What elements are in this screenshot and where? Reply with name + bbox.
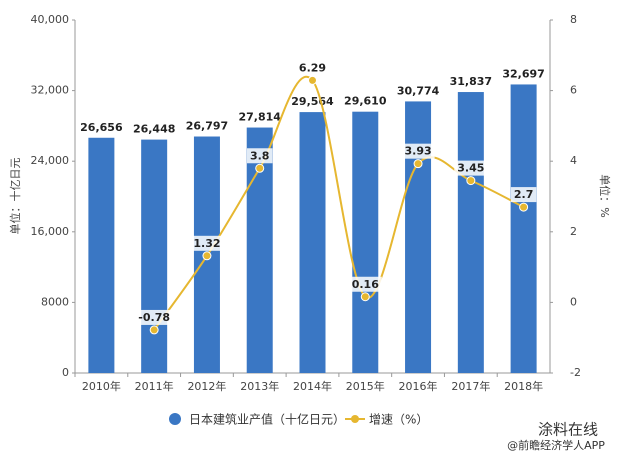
value-label: 3.93 <box>404 145 431 158</box>
y2-tick-label: 8 <box>570 13 577 26</box>
y-axis-label: 单位：十亿日元 <box>8 158 22 235</box>
x-tick-label: 2011年 <box>135 379 174 393</box>
value-label: 32,697 <box>502 67 544 80</box>
y-tick-label: 8000 <box>41 295 69 308</box>
value-label: 2.7 <box>514 188 534 201</box>
y-tick-label: 16,000 <box>31 225 70 238</box>
label-bg <box>190 235 224 251</box>
value-label: 27,814 <box>238 111 281 124</box>
y-tick-label: 0 <box>62 366 69 379</box>
point <box>202 251 212 261</box>
y2-tick-label: 4 <box>570 154 577 167</box>
label-bg <box>510 187 537 203</box>
label-bg <box>135 309 174 325</box>
value-label: 26,448 <box>133 123 175 136</box>
value-label: 0.16 <box>352 278 379 291</box>
x-tick-label: 2015年 <box>346 379 385 393</box>
point <box>255 163 265 173</box>
x-tick-label: 2017年 <box>451 379 490 393</box>
line <box>153 76 525 331</box>
bar <box>405 101 432 374</box>
y2-tick-label: 6 <box>570 84 577 97</box>
bar <box>457 92 484 373</box>
credit: @前瞻经济学人APP <box>507 438 605 452</box>
bar <box>299 112 326 373</box>
value-label-box: 2.7 <box>510 187 537 203</box>
y-tick-label: 40,000 <box>31 13 70 26</box>
x-tick-label: 2014年 <box>293 379 332 393</box>
value-label: 30,774 <box>397 84 440 97</box>
value-label: 3.8 <box>250 149 270 162</box>
y-tick-label: 32,000 <box>31 84 70 97</box>
value-label: 1.32 <box>193 237 220 250</box>
label-bg <box>401 143 435 159</box>
bar <box>141 139 168 373</box>
x-tick-label: 2013年 <box>240 379 279 393</box>
label-bg <box>454 160 488 176</box>
point <box>360 292 370 302</box>
bar <box>510 84 537 373</box>
value-label-box: -0.78 <box>135 309 174 325</box>
value-label-box: 3.93 <box>401 143 435 159</box>
x-tick-label: 2012年 <box>187 379 226 393</box>
point <box>519 202 529 212</box>
legend-label: 增速（%） <box>369 413 428 427</box>
point <box>308 75 317 85</box>
label-bg <box>295 60 330 76</box>
value-label-box: 0.16 <box>348 276 382 292</box>
legend-label: 日本建筑业产值（十亿日元） <box>189 412 345 427</box>
point <box>149 325 159 335</box>
y2-tick-label: -2 <box>570 366 581 379</box>
value-label: 6.29 <box>299 61 326 74</box>
credit: 涂料在线 <box>538 421 598 439</box>
x-tick-label: 2018年 <box>504 379 543 393</box>
point <box>466 176 476 186</box>
legend-swatch <box>351 415 359 423</box>
y-tick-label: 24,000 <box>31 154 70 167</box>
value-label: 26,656 <box>80 121 123 134</box>
x-tick-label: 2010年 <box>82 379 121 393</box>
value-label-box: 1.32 <box>190 235 224 251</box>
y2-tick-label: 0 <box>570 295 577 308</box>
x-tick-label: 2016年 <box>399 379 438 393</box>
y2-tick-label: 2 <box>570 225 577 238</box>
value-label: 3.45 <box>457 162 484 175</box>
value-label: 29,564 <box>291 95 334 108</box>
bar <box>352 111 379 374</box>
label-bg <box>348 276 382 292</box>
value-label: 29,610 <box>344 95 387 108</box>
value-label-box: 6.29 <box>295 60 330 76</box>
legend-swatch <box>169 413 181 425</box>
y2-axis-label: 单位：% <box>598 174 612 217</box>
value-label: -0.78 <box>138 311 170 324</box>
bar <box>88 137 115 373</box>
point <box>413 159 423 169</box>
value-label: 31,837 <box>450 75 492 88</box>
value-label-box: 3.45 <box>454 160 488 176</box>
label-bg <box>246 148 273 164</box>
value-label: 26,797 <box>186 120 228 133</box>
value-label-box: 3.8 <box>246 148 273 164</box>
